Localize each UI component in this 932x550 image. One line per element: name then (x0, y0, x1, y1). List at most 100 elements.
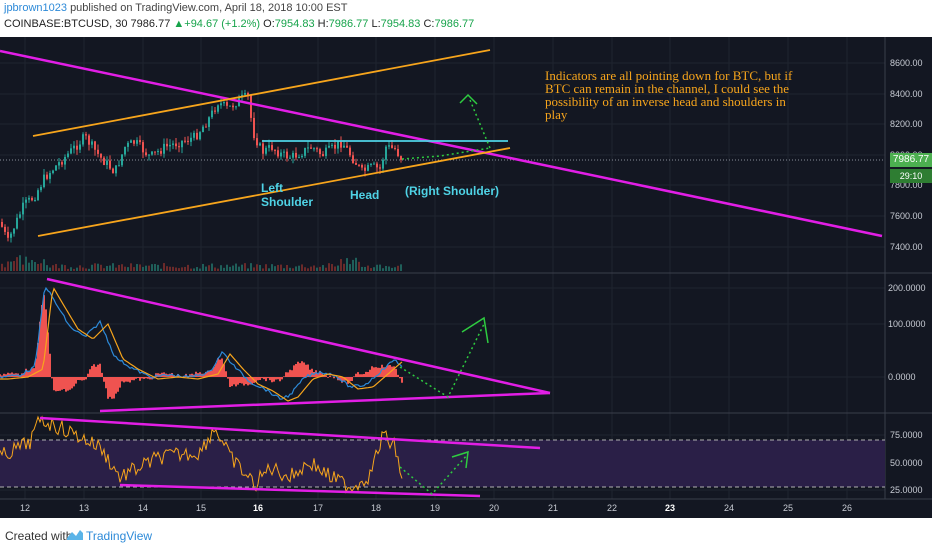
macd-axis-label: 0.0000 (888, 372, 916, 382)
volume-bar (112, 263, 114, 271)
volume-bar (175, 267, 177, 271)
time-axis-label: 13 (79, 503, 89, 513)
candle-body (373, 163, 375, 165)
volume-bar (370, 268, 372, 271)
candle-body (112, 168, 114, 174)
volume-bar (7, 261, 9, 271)
volume-bar (382, 268, 384, 271)
candle-body (247, 93, 249, 96)
candle-body (244, 93, 246, 95)
volume-bar (391, 267, 393, 271)
volume-bar (121, 264, 123, 271)
macd-lower-trendline[interactable] (99, 391, 551, 413)
volume-bar (229, 266, 231, 271)
tradingview-brand-link[interactable]: TradingView (86, 529, 153, 543)
rsi-axis-label: 25.0000 (890, 485, 923, 495)
volume-bar (379, 264, 381, 271)
rsi-upper-trendline[interactable] (39, 416, 541, 450)
volume-bar (49, 267, 51, 271)
volume-bar (85, 268, 87, 271)
up-arrow-icon: ▲ (173, 18, 185, 30)
volume-bar (145, 265, 147, 271)
candle-body (232, 105, 234, 108)
macd-projection-path[interactable] (399, 321, 486, 399)
candle-body (319, 149, 321, 155)
macd-upper-trendline[interactable] (46, 277, 551, 395)
candle-body (250, 95, 252, 118)
volume-bar (220, 265, 222, 271)
candle-body (49, 173, 51, 179)
volume-bar (256, 264, 258, 271)
projection-path-up[interactable] (469, 99, 491, 149)
macd-arrowhead-icon (461, 316, 489, 344)
volume-bar (265, 264, 267, 271)
candle-body (364, 167, 366, 171)
author-link[interactable]: jpbrown1023 (4, 2, 67, 14)
candle-body (355, 162, 357, 165)
volume-bar (304, 267, 306, 271)
volume-bar (94, 263, 96, 271)
candle-body (187, 140, 189, 142)
candle-body (292, 152, 294, 158)
candle-body (385, 146, 387, 160)
candle-body (235, 106, 237, 108)
candle-body (94, 141, 96, 150)
volume-bar (25, 256, 27, 271)
volume-bar (91, 264, 93, 271)
descending-trendline[interactable] (0, 49, 883, 238)
volume-bar (28, 262, 30, 271)
price-axis-label: 8200.00 (890, 119, 923, 129)
rsi-axis[interactable]: 75.0000 50.0000 25.0000 (890, 430, 923, 495)
candle-body (268, 145, 270, 148)
volume-bar (46, 265, 48, 271)
candle-body (226, 102, 228, 106)
candle-body (211, 110, 213, 118)
rsi-projection-path[interactable] (399, 453, 469, 496)
volume-bar (151, 264, 153, 271)
candle-body (55, 165, 57, 171)
time-axis-label: 25 (783, 503, 793, 513)
volume-bar (76, 267, 78, 271)
candle-body (79, 144, 81, 150)
channel-upper-line[interactable] (32, 49, 491, 137)
open-label: O: (263, 18, 275, 30)
volume-bar (178, 268, 180, 271)
candle-body (358, 164, 360, 166)
candle-body (37, 190, 39, 201)
volume-bar (4, 267, 6, 271)
volume-bar (106, 265, 108, 271)
volume-bar (205, 266, 207, 271)
volume-bar (16, 257, 18, 271)
volume-bar (190, 268, 192, 271)
chart-canvas[interactable]: 8600.008400.008200.008000.007800.007600.… (0, 37, 932, 518)
chart-area[interactable]: 8600.008400.008200.008000.007800.007600.… (0, 37, 932, 518)
volume-bar (268, 268, 270, 271)
price-change: +94.67 (+1.2%) (184, 18, 261, 30)
projection-path[interactable] (401, 147, 491, 160)
rsi-lower-trendline[interactable] (119, 483, 481, 498)
price-axis-label: 7600.00 (890, 211, 923, 221)
time-axis-label: 16 (253, 503, 263, 513)
time-axis[interactable]: 12 13 14 15 16 17 18 19 20 21 22 23 24 25 26 (20, 503, 852, 513)
candle-body (172, 143, 174, 145)
candle-body (97, 149, 99, 154)
candle-body (277, 150, 279, 157)
macd-axis[interactable]: 200.0000 100.0000 0.0000 (888, 283, 926, 382)
volume-bar (271, 264, 273, 271)
volume-bar (109, 265, 111, 271)
candle-body (214, 110, 216, 112)
volume-bar (142, 266, 144, 271)
volume-bar (22, 264, 24, 271)
volume-bar (181, 267, 183, 271)
candle-body (400, 156, 402, 160)
candle-body (91, 141, 93, 145)
candle-body (196, 132, 198, 140)
volume-bar (286, 264, 288, 271)
channel-lower-line[interactable] (37, 147, 511, 237)
volume-bar (310, 266, 312, 271)
macd-axis-label: 200.0000 (888, 283, 926, 293)
volume-bar (340, 259, 342, 271)
low-value: 7954.83 (380, 18, 421, 30)
candle-body (157, 151, 159, 153)
volume-bar (289, 267, 291, 271)
